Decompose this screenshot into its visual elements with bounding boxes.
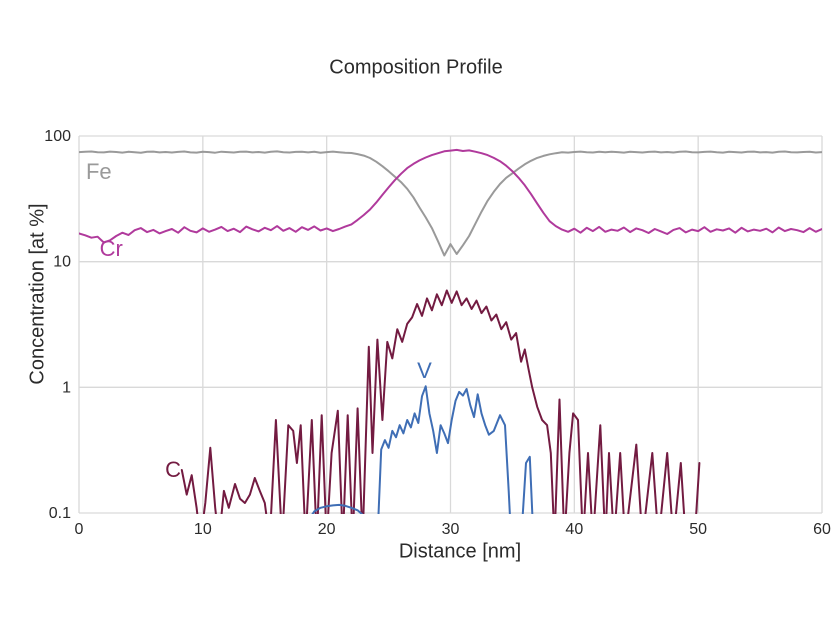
series-label-v: V (417, 357, 432, 383)
series-label-cr: Cr (99, 236, 123, 262)
x-tick-label-30: 30 (442, 521, 460, 538)
series-label-c: C (165, 456, 182, 482)
chart-title: Composition Profile (329, 56, 503, 79)
series-line-v (311, 385, 534, 514)
x-tick-label-20: 20 (318, 521, 336, 538)
x-tick-label-10: 10 (194, 521, 212, 538)
series-label-fe: Fe (85, 158, 112, 184)
series-line-fe (79, 150, 822, 257)
y-axis-title: Concentration [at %] (26, 203, 49, 385)
y-tick-label-10: 10 (53, 254, 71, 271)
x-tick-label-40: 40 (565, 521, 583, 538)
series-line-c (180, 289, 701, 514)
series-line-cr (79, 148, 822, 244)
y-tick-label-0.1: 0.1 (49, 505, 71, 522)
x-tick-label-60: 60 (813, 521, 831, 538)
x-axis-title: Distance [nm] (398, 540, 522, 563)
y-tick-label-100: 100 (44, 128, 71, 145)
tick-labels: 0 10 20 30 40 50 60 100 10 1 0.1 (44, 128, 831, 538)
x-tick-label-0: 0 (75, 521, 84, 538)
y-tick-label-1: 1 (62, 379, 71, 396)
gridlines (78, 135, 823, 514)
series-lines (79, 148, 822, 514)
x-tick-label-50: 50 (689, 521, 707, 538)
